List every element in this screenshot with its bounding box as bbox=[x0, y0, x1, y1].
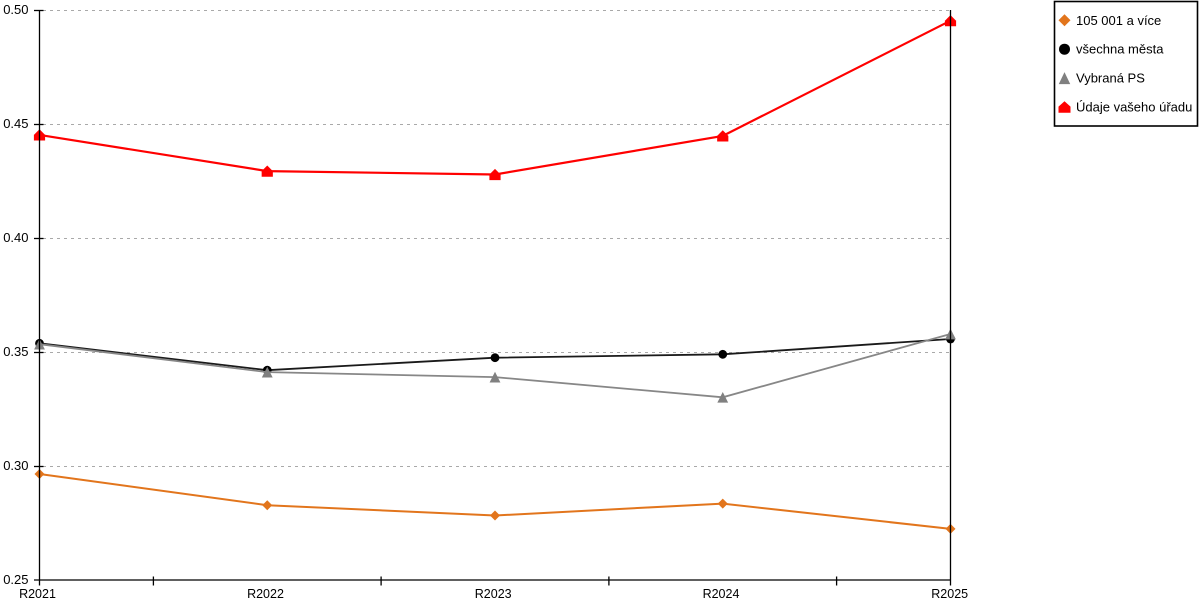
svg-text:Údaje vašeho úřadu: Údaje vašeho úřadu bbox=[1076, 100, 1192, 115]
svg-text:0.50: 0.50 bbox=[3, 2, 28, 17]
svg-text:R2024: R2024 bbox=[703, 587, 740, 600]
svg-text:0.45: 0.45 bbox=[3, 116, 28, 131]
svg-text:0.40: 0.40 bbox=[3, 230, 28, 245]
svg-text:R2022: R2022 bbox=[247, 587, 284, 600]
svg-text:0.30: 0.30 bbox=[3, 458, 28, 473]
svg-text:R2021: R2021 bbox=[19, 587, 56, 600]
svg-text:R2025: R2025 bbox=[931, 587, 968, 600]
svg-text:105 001 a více: 105 001 a více bbox=[1076, 13, 1161, 28]
svg-text:Vybraná PS: Vybraná PS bbox=[1076, 71, 1145, 86]
svg-text:všechna města: všechna města bbox=[1076, 42, 1164, 57]
svg-text:R2023: R2023 bbox=[475, 587, 512, 600]
svg-text:0.35: 0.35 bbox=[3, 344, 28, 359]
svg-text:0.25: 0.25 bbox=[3, 572, 28, 587]
